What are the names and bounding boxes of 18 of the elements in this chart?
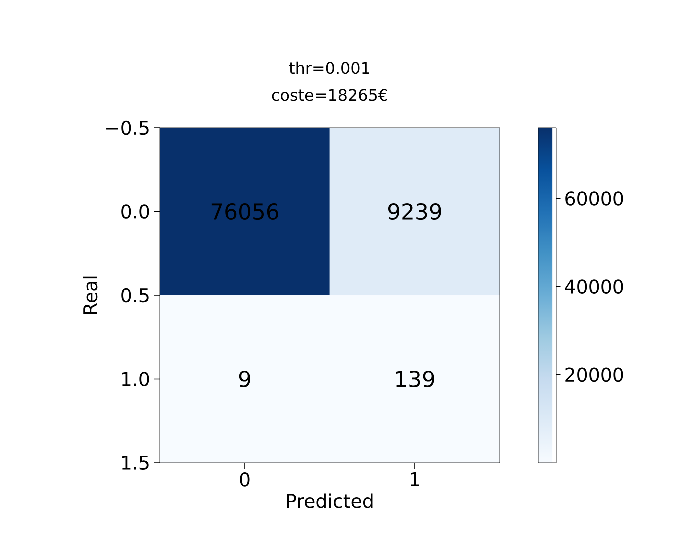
color-bar-label: 60000 <box>566 192 624 206</box>
y-axis-title: Real <box>83 276 98 314</box>
color-bar-label: 40000 <box>565 280 624 294</box>
x-axis-title: Predicted <box>287 494 373 508</box>
x-tick-label: 0 <box>240 472 250 487</box>
data-label: 9 <box>239 370 250 388</box>
data-label: 139 <box>396 370 434 388</box>
y-tick-label: 0.5 <box>122 288 149 303</box>
chart-title: thr=0.001 <box>289 62 370 74</box>
y-tick-label: 0.0 <box>122 204 150 219</box>
x-tick-label: 1 <box>411 472 420 486</box>
y-tick-label: 1.5 <box>122 456 149 470</box>
data-label: 9239 <box>388 203 442 220</box>
chart-subtitle: coste=18265€ <box>272 89 388 102</box>
data-label: 76056 <box>212 203 278 220</box>
y-tick-label: −0.5 <box>106 120 149 136</box>
color-bar-label: 20000 <box>566 368 624 382</box>
y-tick-label: 1.0 <box>122 372 150 386</box>
